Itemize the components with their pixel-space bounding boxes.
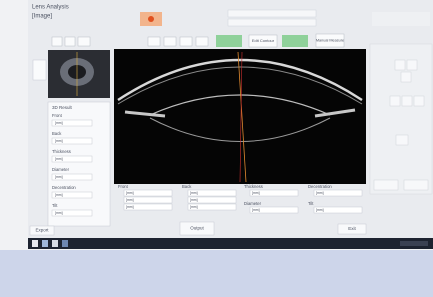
last-frame[interactable]: [196, 37, 208, 46]
start-icon[interactable]: [32, 240, 38, 247]
unit-label: [mm]: [55, 193, 63, 197]
zoom-out[interactable]: [65, 37, 75, 46]
info-field: [228, 10, 316, 17]
panel-title: 3D Result: [52, 105, 73, 110]
result-label: Tilt: [308, 201, 314, 206]
unit-label: [mm]: [126, 191, 134, 195]
window-title: Lens Analysis: [32, 5, 69, 11]
result-label: Thickness: [244, 184, 263, 189]
arrow-button[interactable]: [401, 72, 411, 82]
field-label: Thickness: [52, 149, 71, 154]
result-label: Front: [118, 184, 129, 189]
next-frame[interactable]: [180, 37, 192, 46]
option-button[interactable]: [396, 135, 408, 145]
unit-label: [mm]: [55, 139, 63, 143]
unit-label: [mm]: [190, 205, 198, 209]
taskbar-icon[interactable]: [52, 240, 58, 247]
button-label: Export: [35, 228, 49, 233]
unit-label: [mm]: [190, 191, 198, 195]
result-panel: 3D Result Front [mm] Back [mm] Thickness [mm]…: [48, 102, 110, 226]
unit-label: [mm]: [55, 211, 63, 215]
unit-label: [mm]: [55, 175, 63, 179]
button-label: Output: [190, 226, 204, 231]
green-button[interactable]: [282, 35, 308, 47]
field-label: Back: [52, 131, 62, 136]
screenshot: Lens Analysis [Image] Edit Contour Manua…: [0, 0, 433, 297]
arrow-button[interactable]: [407, 60, 417, 70]
panel-header: [372, 12, 430, 26]
button-label: Manual Measure: [316, 39, 344, 43]
window-subtitle: [Image]: [32, 14, 52, 20]
first-frame[interactable]: [148, 37, 160, 46]
button-label: Edit Contour: [252, 38, 275, 43]
taskbar: [28, 238, 433, 249]
unit-label: [mm]: [55, 121, 63, 125]
apply-button[interactable]: [374, 180, 398, 190]
unit-label: [mm]: [126, 205, 134, 209]
field-label: Tilt: [52, 203, 58, 208]
unit-label: [mm]: [252, 191, 260, 195]
status-dot: [148, 16, 154, 22]
result-label: Back: [182, 184, 192, 189]
taskbar-icon[interactable]: [42, 240, 48, 247]
tray: [400, 241, 428, 246]
taskbar-icon[interactable]: [62, 240, 68, 247]
unit-label: [mm]: [316, 191, 324, 195]
button-label: Exit: [348, 226, 356, 231]
arrow-button[interactable]: [395, 60, 405, 70]
cancel-button[interactable]: [404, 180, 428, 190]
result-label: Diameter: [244, 201, 262, 206]
desk-area: [0, 250, 433, 297]
prev-frame[interactable]: [164, 37, 176, 46]
oct-image: [114, 49, 366, 184]
unit-label: [mm]: [126, 198, 134, 202]
page: {"window": {"title": "Lens Analysis", "s…: [0, 0, 433, 297]
result-label: Decentration: [308, 184, 332, 189]
arrow-button[interactable]: [390, 96, 400, 106]
arrow-button[interactable]: [402, 96, 412, 106]
fit-button[interactable]: [78, 37, 90, 46]
unit-label: [mm]: [252, 208, 260, 212]
zoom-in[interactable]: [52, 37, 62, 46]
green-button[interactable]: [216, 35, 242, 47]
field-label: Front: [52, 113, 63, 118]
field-label: Diameter: [52, 167, 70, 172]
info-field: [228, 19, 316, 26]
arrow-button[interactable]: [414, 96, 424, 106]
unit-label: [mm]: [55, 157, 63, 161]
unit-label: [mm]: [190, 198, 198, 202]
unit-label: [mm]: [316, 208, 324, 212]
field-label: Decentration: [52, 185, 76, 190]
side-tab[interactable]: [33, 60, 46, 80]
